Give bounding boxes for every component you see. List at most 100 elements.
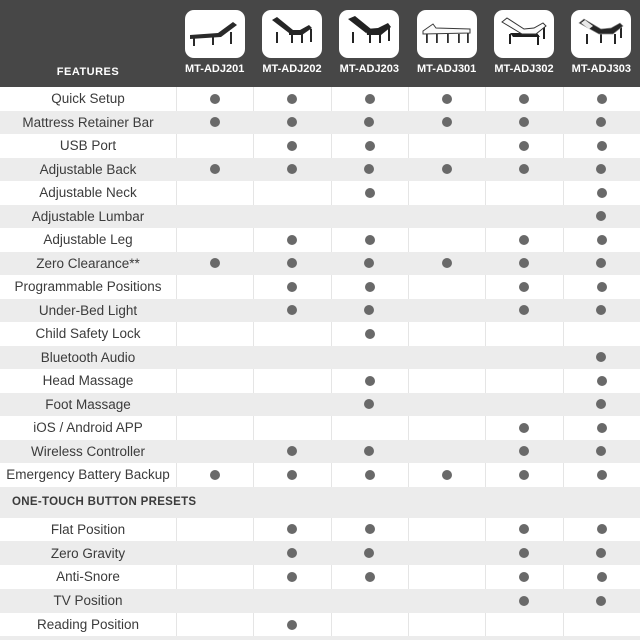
- availability-dot-icon: [596, 469, 607, 480]
- availability-cell: [253, 158, 330, 182]
- table-row: Adjustable Back: [0, 157, 640, 182]
- feature-label: Zero Clearance**: [36, 255, 140, 271]
- availability-dot-icon: [596, 399, 607, 410]
- product-model-label: MT-ADJ302: [494, 63, 554, 75]
- section-title: ONE-TOUCH BUTTON PRESETS: [12, 496, 197, 508]
- availability-dot-icon: [596, 422, 607, 433]
- availability-cell: [176, 440, 253, 464]
- availability-dot-icon: [364, 524, 375, 535]
- bed-light-deck-back-and-foot-raised-icon: [501, 17, 547, 45]
- availability-cell: [253, 275, 330, 299]
- availability-dot-icon: [442, 469, 453, 480]
- availability-cell: [563, 440, 640, 464]
- product-thumbnail[interactable]: [416, 10, 477, 58]
- availability-dot-icon: [596, 595, 607, 606]
- availability-cell: [176, 158, 253, 182]
- availability-dot-icon: [596, 211, 607, 222]
- availability-cell: [408, 252, 485, 276]
- availability-dot-icon: [210, 469, 221, 480]
- availability-dot-icon: [596, 117, 607, 128]
- availability-cell: [562, 322, 640, 346]
- availability-dot-icon: [441, 164, 452, 175]
- bed-dark-contoured-back-and-knee-raised-icon: [348, 16, 392, 43]
- product-thumbnail[interactable]: [261, 10, 322, 58]
- availability-cell: [253, 322, 330, 346]
- availability-cell: [176, 541, 253, 565]
- availability-cell: [253, 228, 330, 252]
- product-model-label: MT-ADJ303: [571, 63, 631, 75]
- availability-dot-icon: [596, 281, 607, 292]
- availability-cell: [331, 205, 408, 229]
- availability-cell: [485, 252, 562, 276]
- availability-cell: [331, 393, 408, 417]
- availability-cell: [407, 463, 485, 487]
- availability-cell: [253, 416, 330, 440]
- availability-cell: [485, 322, 562, 346]
- availability-dot-icon: [287, 93, 298, 104]
- table-row: Programmable Positions: [0, 275, 640, 299]
- availability-dot-icon: [596, 187, 607, 198]
- availability-dot-icon: [596, 164, 607, 175]
- feature-label: USB Port: [59, 138, 117, 154]
- one-touch-presets-section-header: ONE-TOUCH BUTTON PRESETS: [0, 486, 640, 518]
- feature-label: Head Massage: [42, 373, 134, 389]
- preset-rows: Flat Position Zero Gravity Anti-Snore TV Po…: [0, 517, 640, 637]
- availability-cell: [485, 393, 562, 417]
- availability-cell: [562, 228, 640, 252]
- availability-dot-icon: [286, 164, 297, 175]
- availability-cell: [253, 565, 330, 589]
- table-row: Adjustable Neck: [0, 181, 640, 205]
- availability-cell: [407, 87, 485, 111]
- availability-cell: [253, 541, 330, 565]
- feature-label: Adjustable Leg: [43, 232, 133, 248]
- availability-dot-icon: [518, 446, 529, 457]
- feature-label: Mattress Retainer Bar: [22, 114, 154, 130]
- availability-cell: [485, 205, 562, 229]
- product-thumbnail[interactable]: [184, 10, 245, 58]
- availability-cell: [330, 369, 408, 393]
- availability-dot-icon: [442, 93, 453, 104]
- table-header: FEATURES MT-ADJ201: [0, 0, 640, 87]
- availability-cell: [563, 111, 640, 135]
- availability-cell: [407, 517, 485, 542]
- availability-cell: [485, 228, 562, 252]
- product-thumbnail[interactable]: [571, 10, 632, 58]
- availability-cell: [330, 275, 408, 299]
- availability-cell: [407, 322, 485, 346]
- availability-dot-icon: [519, 524, 530, 535]
- table-row: Zero Gravity: [0, 541, 640, 566]
- availability-cell: [176, 322, 253, 346]
- availability-cell: [331, 158, 408, 182]
- availability-cell: [562, 612, 640, 637]
- availability-cell: [563, 589, 640, 613]
- availability-dot-icon: [209, 258, 220, 269]
- availability-dot-icon: [518, 258, 529, 269]
- availability-dot-icon: [286, 548, 297, 559]
- availability-cell: [563, 393, 640, 417]
- product-thumbnail[interactable]: [339, 10, 400, 58]
- availability-cell: [562, 369, 640, 393]
- bed-dark-mattress-back-and-foot-raised-icon: [578, 18, 624, 44]
- product-column-mt-adj303: MT-ADJ303: [563, 0, 640, 87]
- availability-dot-icon: [596, 375, 607, 386]
- table-row: Adjustable Lumbar: [0, 204, 640, 229]
- product-column-mt-adj302: MT-ADJ302: [485, 0, 562, 87]
- product-model-label: MT-ADJ203: [339, 63, 399, 75]
- availability-cell: [485, 612, 562, 637]
- availability-cell: [253, 87, 330, 111]
- availability-cell: [253, 299, 330, 323]
- availability-dot-icon: [364, 187, 375, 198]
- table-row: Zero Clearance**: [0, 251, 640, 276]
- availability-dot-icon: [287, 281, 298, 292]
- availability-dot-icon: [364, 469, 375, 480]
- availability-cell: [562, 517, 640, 542]
- availability-dot-icon: [364, 140, 375, 151]
- availability-cell: [253, 463, 330, 487]
- feature-label: iOS / Android APP: [33, 420, 143, 436]
- product-thumbnail[interactable]: [493, 10, 554, 58]
- availability-cell: [407, 416, 485, 440]
- feature-label: Adjustable Back: [39, 161, 137, 177]
- availability-cell: [176, 589, 253, 613]
- feature-label: Anti-Snore: [56, 569, 120, 585]
- availability-dot-icon: [364, 93, 375, 104]
